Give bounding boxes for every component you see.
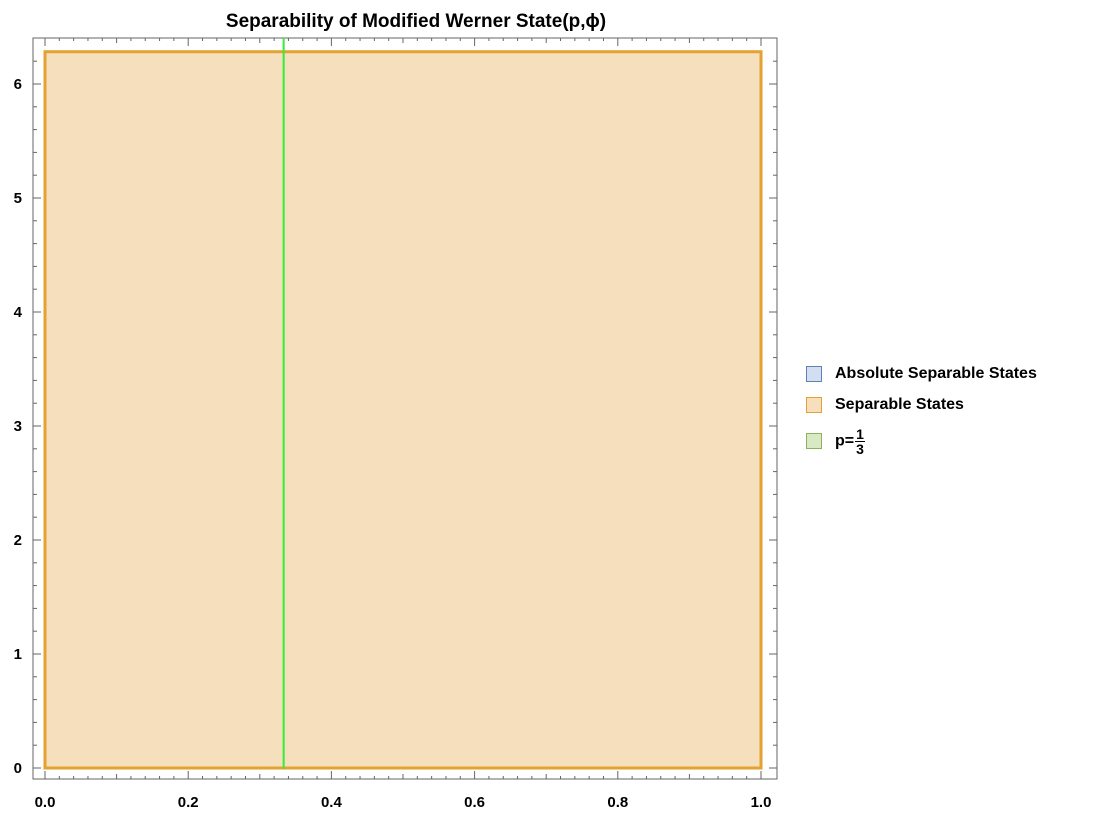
- x-tick-label: 0.0: [35, 794, 56, 811]
- x-tick-label: 0.4: [321, 794, 343, 811]
- fraction-numerator: 1: [855, 425, 865, 442]
- x-tick-label: 1.0: [751, 794, 772, 811]
- chart-title: Separability of Modified Werner State(p,…: [226, 11, 606, 32]
- y-tick-label: 4: [14, 304, 23, 321]
- legend-item-separable: Separable States: [806, 391, 1037, 419]
- legend-label: Absolute Separable States: [835, 365, 1037, 382]
- y-tick-label: 3: [14, 418, 22, 435]
- separable-region: [43, 50, 763, 770]
- y-tick-label: 1: [14, 646, 22, 663]
- plot-frame: [32, 37, 778, 780]
- y-tick-label: 6: [14, 76, 22, 93]
- legend-label: Separable States: [835, 396, 964, 413]
- legend-swatch-separable: [806, 397, 822, 413]
- legend-swatch-absolute: [806, 366, 822, 382]
- legend-label: p= 1 3: [835, 427, 865, 456]
- x-tick-label: 0.2: [178, 794, 199, 811]
- y-tick-label: 2: [14, 532, 22, 549]
- legend-item-absolute-separable: Absolute Separable States: [806, 360, 1037, 388]
- legend-swatch-line: [806, 433, 822, 449]
- y-tick-label: 0: [14, 760, 22, 777]
- x-tick-label: 0.6: [464, 794, 485, 811]
- fraction-denominator: 3: [856, 440, 864, 457]
- legend-item-p-one-third: p= 1 3: [806, 422, 1037, 460]
- y-tick-label: 5: [14, 190, 22, 207]
- legend-label-prefix: p=: [835, 432, 855, 450]
- legend: Absolute Separable States Separable Stat…: [806, 360, 1037, 463]
- x-tick-label: 0.8: [607, 794, 628, 811]
